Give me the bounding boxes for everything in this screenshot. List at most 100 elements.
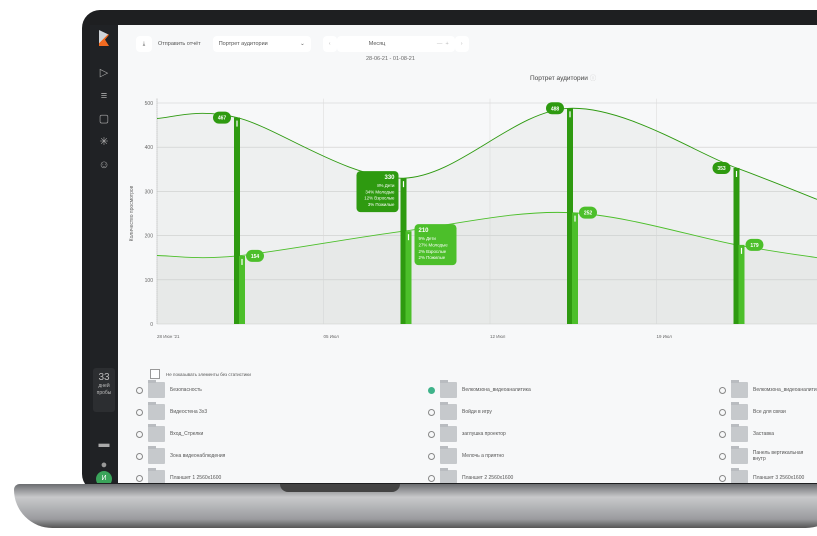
value-badge xyxy=(246,249,264,262)
list-item[interactable]: Велкомзона_видеоаналитика xyxy=(428,380,531,398)
prev-period-button[interactable]: ‹ xyxy=(322,36,337,52)
male-area xyxy=(157,108,817,324)
report-select[interactable]: Портрет аудитории ⌄ xyxy=(212,36,311,52)
item-label: Зона видеонаблюдения xyxy=(170,453,226,459)
radio-button[interactable] xyxy=(719,408,726,416)
toolbar: ⤓ Отправить отчёт Портрет аудитории ⌄ ‹ … xyxy=(136,36,469,52)
list-item[interactable]: Безопасность xyxy=(136,380,202,398)
user-icon[interactable]: ☺ xyxy=(98,159,110,171)
list-item[interactable]: Планшет 3 2560x1600 xyxy=(719,468,804,483)
list-item[interactable]: Заставка xyxy=(719,424,775,442)
person-icon xyxy=(740,247,743,254)
list-item[interactable]: Зона видеонаблюдения xyxy=(136,446,226,464)
chart-title: Портрет аудитории ⓘ xyxy=(530,75,597,82)
folder-icon xyxy=(440,468,457,483)
play-icon[interactable]: ▷ xyxy=(99,67,109,79)
download-icon[interactable]: ⤓ xyxy=(136,36,152,52)
loader-icon[interactable]: ✳ xyxy=(99,136,109,148)
item-label: Видеостена 3x3 xyxy=(170,409,208,415)
list-item[interactable]: Все для связи xyxy=(719,402,786,420)
radio-button[interactable] xyxy=(719,474,726,482)
list-item[interactable]: заглушка проектор xyxy=(428,424,506,442)
tooltip-line: 27% Молодые xyxy=(419,242,449,247)
list-item[interactable]: Планшет 1 2560x1600 xyxy=(136,468,222,483)
radio-button[interactable] xyxy=(719,430,726,438)
period-select[interactable]: Месяц — + xyxy=(336,36,455,52)
folder-icon xyxy=(148,402,165,420)
item-label: Велкомзона_видеоаналитика xyxy=(753,387,817,393)
male-bar xyxy=(567,108,573,324)
list-item[interactable]: Вход_Стрелки xyxy=(136,424,203,442)
item-label: Заставка xyxy=(753,431,775,437)
radio-button[interactable] xyxy=(136,474,143,482)
tooltip-line: 2% Взрослые xyxy=(419,249,447,254)
hide-empty-checkbox[interactable]: Не показывать элементы без статистики xyxy=(150,369,251,379)
folder-icon xyxy=(440,402,457,420)
person-icon xyxy=(241,258,243,265)
list-item[interactable]: Мелочь а приятно xyxy=(428,446,504,464)
list-icon[interactable]: ≡ xyxy=(100,90,108,102)
x-tick-label: 12 Июл xyxy=(490,334,506,339)
item-label: Безопасность xyxy=(170,387,202,393)
app-screen: ▷ ≡ ▢ ✳ ☺ 33 дней пробы ▬ ● И ⤓ Отправит… xyxy=(90,25,817,483)
help-icon[interactable]: ● xyxy=(100,459,108,471)
radio-button[interactable] xyxy=(428,452,435,460)
item-label: Все для связи xyxy=(753,409,786,415)
tooltip-line: 3% Пожилые xyxy=(368,202,395,207)
laptop-notch xyxy=(280,484,400,492)
tooltip-box xyxy=(356,171,399,213)
item-label: Планшет 1 2560x1600 xyxy=(170,475,222,481)
value-label: 353 xyxy=(717,166,726,172)
zoom-controls[interactable]: — + xyxy=(436,41,449,47)
value-badge xyxy=(579,206,597,219)
value-label: 467 xyxy=(218,116,227,122)
y-axis-label: Количество просмотров xyxy=(129,185,135,241)
folder-icon xyxy=(730,446,748,464)
checkbox-box[interactable] xyxy=(150,369,160,379)
person-icon xyxy=(574,215,576,222)
report-select-value: Портрет аудитории xyxy=(218,41,268,47)
radio-button[interactable] xyxy=(136,452,143,460)
trial-label: дней пробы xyxy=(96,383,112,396)
list-item[interactable]: Видеостена 3x3 xyxy=(136,402,208,420)
list-item[interactable]: Панель вертикальная внутр xyxy=(719,446,817,464)
monitor-icon[interactable]: ▬ xyxy=(98,438,110,450)
person-icon xyxy=(402,181,405,188)
female-bar xyxy=(572,212,578,324)
value-label: 488 xyxy=(551,106,560,112)
y-tick-label: 100 xyxy=(145,278,154,284)
tooltip-value: 210 xyxy=(419,228,430,234)
female-area xyxy=(157,212,817,324)
radio-button[interactable] xyxy=(136,430,143,438)
list-item[interactable]: Велкомзона_видеоаналитика xyxy=(719,380,817,398)
y-tick-label: 300 xyxy=(145,189,154,195)
sidebar: ▷ ≡ ▢ ✳ ☺ 33 дней пробы ▬ ● И xyxy=(90,25,118,483)
value-label: 252 xyxy=(584,211,593,217)
female-bar xyxy=(738,244,745,324)
male-bar xyxy=(733,167,740,324)
radio-button[interactable] xyxy=(719,452,726,460)
radio-button[interactable] xyxy=(136,386,143,394)
radio-button[interactable] xyxy=(428,430,435,438)
radio-button[interactable] xyxy=(428,408,435,416)
radio-button[interactable] xyxy=(428,474,435,482)
logo[interactable] xyxy=(99,30,109,46)
checkbox-label: Не показывать элементы без статистики xyxy=(166,371,251,377)
radio-button[interactable] xyxy=(136,408,143,416)
item-label: заглушка проектор xyxy=(462,431,506,437)
y-tick-label: 0 xyxy=(150,322,153,328)
item-label: Войди в игру xyxy=(462,409,492,415)
tooltip-line: 12% Взрослые xyxy=(364,196,395,201)
radio-button[interactable] xyxy=(428,386,435,394)
trial-badge[interactable]: 33 дней пробы xyxy=(93,368,115,412)
radio-button[interactable] xyxy=(719,386,726,394)
avatar[interactable]: И xyxy=(96,471,112,483)
item-label: Панель вертикальная внутр xyxy=(752,450,804,462)
folder-icon xyxy=(731,468,748,483)
next-period-button[interactable]: › xyxy=(454,36,469,52)
send-report-button[interactable]: Отправить отчёт xyxy=(158,41,201,47)
document-icon[interactable]: ▢ xyxy=(98,113,110,125)
list-item[interactable]: Планшет 2 2560x1600 xyxy=(428,468,513,483)
folder-icon xyxy=(148,446,165,464)
list-item[interactable]: Войди в игру xyxy=(428,402,492,420)
